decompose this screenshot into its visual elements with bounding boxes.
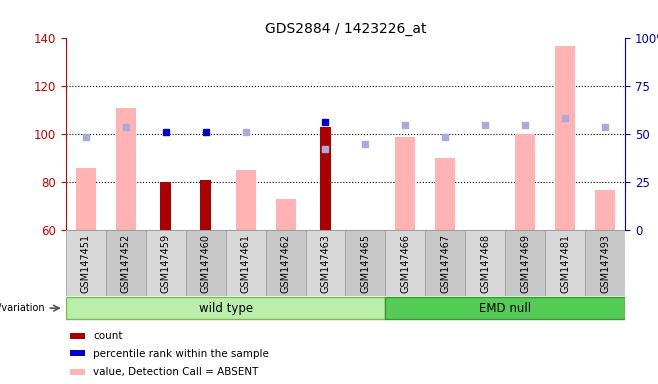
Bar xyxy=(160,182,171,230)
Bar xyxy=(555,46,575,230)
Bar xyxy=(70,333,85,339)
Bar xyxy=(200,180,211,230)
Text: GSM147452: GSM147452 xyxy=(120,233,131,293)
Bar xyxy=(70,369,85,375)
Bar xyxy=(106,230,145,296)
Bar xyxy=(585,230,625,296)
Bar xyxy=(395,137,415,230)
Title: GDS2884 / 1423226_at: GDS2884 / 1423226_at xyxy=(265,22,426,36)
Text: EMD null: EMD null xyxy=(479,302,531,314)
Bar xyxy=(70,351,85,356)
Text: GSM147466: GSM147466 xyxy=(400,233,411,293)
Text: GSM147462: GSM147462 xyxy=(280,233,291,293)
Text: GSM147468: GSM147468 xyxy=(480,233,490,293)
Bar xyxy=(116,108,136,230)
Text: GSM147467: GSM147467 xyxy=(440,233,450,293)
Bar xyxy=(145,230,186,296)
Text: GSM147469: GSM147469 xyxy=(520,233,530,293)
Bar xyxy=(345,230,386,296)
Bar xyxy=(465,230,505,296)
Bar xyxy=(266,230,305,296)
Text: GSM147465: GSM147465 xyxy=(361,233,370,293)
Bar xyxy=(66,297,386,319)
Text: GSM147459: GSM147459 xyxy=(161,233,170,293)
Bar xyxy=(386,297,625,319)
Bar xyxy=(436,158,455,230)
Text: count: count xyxy=(93,331,122,341)
Bar xyxy=(226,230,266,296)
Text: GSM147451: GSM147451 xyxy=(81,233,91,293)
Text: GSM147463: GSM147463 xyxy=(320,233,330,293)
Text: GSM147481: GSM147481 xyxy=(560,233,570,293)
Bar xyxy=(545,230,585,296)
Bar xyxy=(186,230,226,296)
Text: GSM147460: GSM147460 xyxy=(201,233,211,293)
Bar xyxy=(276,199,295,230)
Bar xyxy=(305,230,345,296)
Bar xyxy=(66,230,106,296)
Bar xyxy=(595,190,615,230)
Bar xyxy=(236,170,255,230)
Bar xyxy=(76,168,96,230)
Bar xyxy=(425,230,465,296)
Text: value, Detection Call = ABSENT: value, Detection Call = ABSENT xyxy=(93,367,259,377)
Text: wild type: wild type xyxy=(199,302,253,314)
Text: GSM147461: GSM147461 xyxy=(241,233,251,293)
Bar xyxy=(386,230,425,296)
Text: GSM147493: GSM147493 xyxy=(600,233,610,293)
Text: percentile rank within the sample: percentile rank within the sample xyxy=(93,349,269,359)
Bar xyxy=(515,134,535,230)
Bar xyxy=(320,127,331,230)
Text: genotype/variation: genotype/variation xyxy=(0,303,45,313)
Bar xyxy=(505,230,545,296)
